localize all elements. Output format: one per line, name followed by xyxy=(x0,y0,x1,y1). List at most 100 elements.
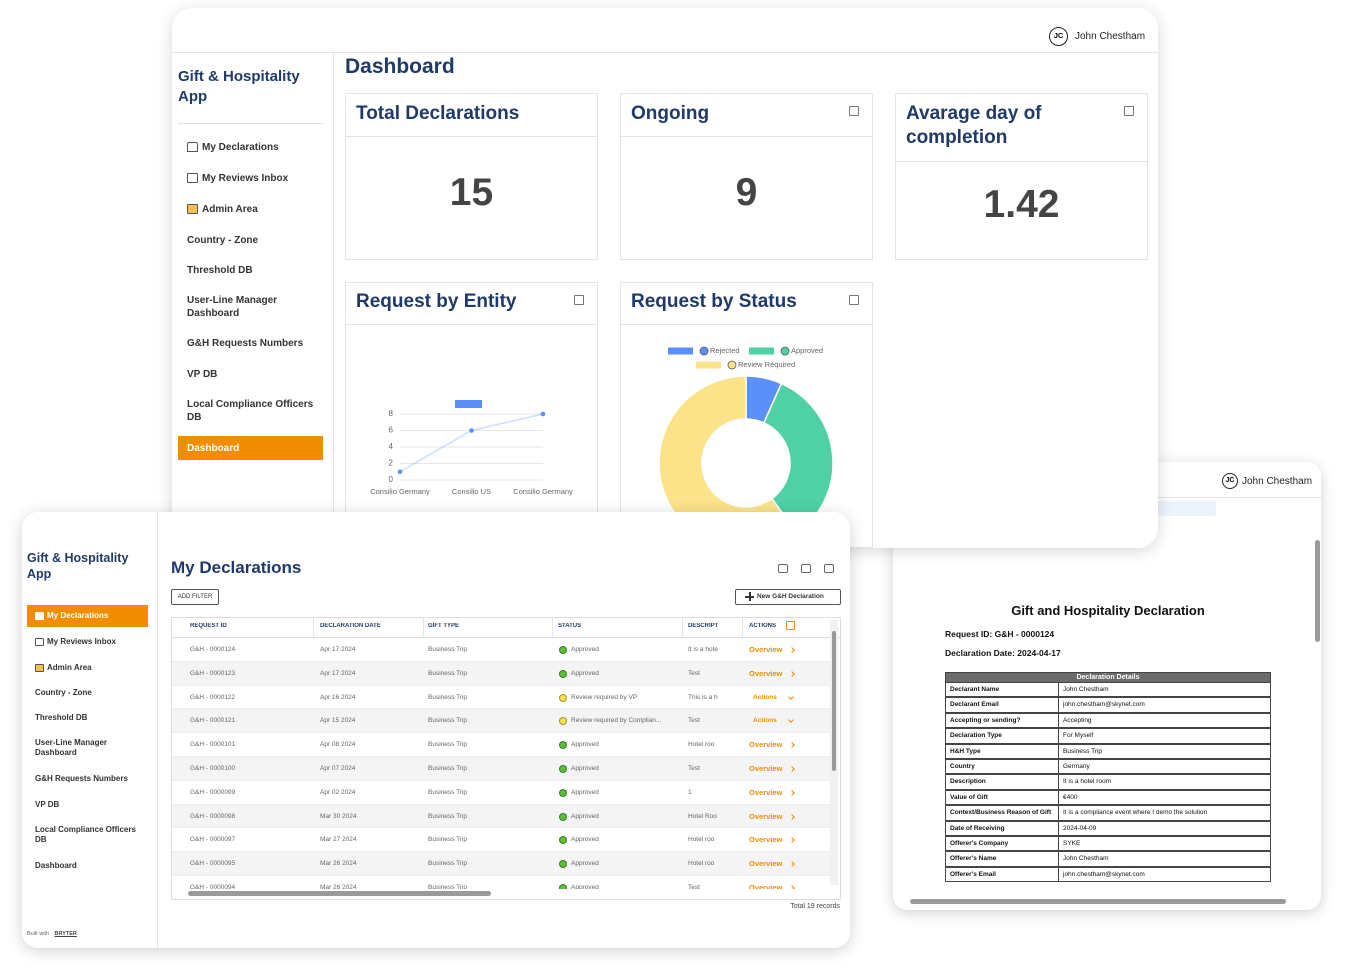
value-cell: John Chestham xyxy=(1058,682,1271,697)
table-row xyxy=(172,733,830,757)
divider xyxy=(178,123,323,124)
gift-type: Business Trip xyxy=(428,852,467,876)
declaration-date: Apr 17 2024 xyxy=(320,638,355,662)
description: 1 xyxy=(688,781,721,805)
description: Test xyxy=(688,662,721,686)
status: Approved xyxy=(571,638,599,662)
info-icon[interactable] xyxy=(849,106,859,116)
table-row xyxy=(172,805,830,829)
action-link[interactable]: Overview xyxy=(749,805,782,829)
page-title: Dashboard xyxy=(345,55,455,79)
action-link[interactable]: Overview xyxy=(749,876,782,889)
status: Review required by VP xyxy=(571,686,637,710)
menu-item[interactable]: My Reviews Inbox xyxy=(202,172,337,185)
label-cell: Offerer's Email xyxy=(945,867,1059,882)
toolbar-icon[interactable] xyxy=(778,564,788,573)
menu-icon xyxy=(35,612,44,620)
description: Hotel roo xyxy=(688,828,721,852)
menu-icon xyxy=(187,142,198,152)
action-link[interactable]: Overview xyxy=(749,662,782,686)
declaration-date: Apr 08 2024 xyxy=(320,733,355,757)
status: Approved xyxy=(571,733,599,757)
menu-item[interactable]: Country - Zone xyxy=(35,688,146,698)
menu-item[interactable]: Dashboard xyxy=(187,442,322,455)
point xyxy=(469,428,474,433)
menu-item[interactable]: Threshold DB xyxy=(35,713,146,723)
value-cell: Accepting xyxy=(1058,713,1271,728)
menu-item[interactable]: G&H Requests Numbers xyxy=(187,337,322,350)
action-link[interactable]: Actions xyxy=(753,686,777,710)
value-cell: John Chestham xyxy=(1058,851,1271,866)
table-body: G&H - 0000124Apr 17 2024Business TripApp… xyxy=(172,638,830,889)
value-cell: €400 xyxy=(1058,790,1271,805)
action-link[interactable]: Overview xyxy=(749,638,782,662)
info-icon[interactable] xyxy=(849,295,859,305)
menu-item[interactable]: Country - Zone xyxy=(187,234,322,247)
label-cell: Date of Receiving xyxy=(945,821,1059,836)
status: Approved xyxy=(571,757,599,781)
menu-item[interactable]: VP DB xyxy=(187,368,322,381)
user-avatar: JC xyxy=(1222,473,1238,489)
scrollbar xyxy=(910,899,1286,904)
menu-item[interactable]: Local Compliance Officers DB xyxy=(187,398,322,424)
menu-item[interactable]: VP DB xyxy=(35,800,146,810)
menu-item[interactable]: My Reviews Inbox xyxy=(47,637,158,647)
card-divider xyxy=(620,136,873,137)
menu-icon xyxy=(187,204,198,214)
action-link[interactable]: Overview xyxy=(749,781,782,805)
status: Approved xyxy=(571,876,599,889)
actions-icon xyxy=(786,621,795,630)
menu-item[interactable]: Local Compliance Officers DB xyxy=(35,825,146,846)
add-filter-button[interactable]: ADD FILTER xyxy=(171,589,219,605)
info-icon[interactable] xyxy=(1124,106,1134,116)
action-link[interactable]: Overview xyxy=(749,852,782,876)
menu-icon xyxy=(187,173,198,183)
action-link[interactable]: Overview xyxy=(749,733,782,757)
action-link[interactable]: Actions xyxy=(753,709,777,733)
column-divider xyxy=(313,617,314,638)
scrollbar xyxy=(1315,540,1320,642)
value-cell: Business Trip xyxy=(1058,744,1271,759)
scrollbar xyxy=(188,891,491,896)
menu-item[interactable]: Threshold DB xyxy=(187,264,322,277)
action-link[interactable]: Overview xyxy=(749,757,782,781)
column-header: STATUS xyxy=(558,623,658,629)
y-tick-label: 6 xyxy=(389,426,394,435)
y-tick-label: 4 xyxy=(389,442,394,451)
toolbar-icon[interactable] xyxy=(801,564,811,573)
menu-item[interactable]: User-Line Manager Dashboard xyxy=(35,738,146,759)
menu-item[interactable]: User-Line Manager Dashboard xyxy=(187,294,322,320)
menu-item[interactable]: My Declarations xyxy=(47,611,158,621)
table-row xyxy=(172,852,830,876)
description: It is a hote xyxy=(688,638,721,662)
value-cell: It is a compliance event where I demo th… xyxy=(1058,805,1271,820)
label-cell: Offerer's Name xyxy=(945,851,1059,866)
menu-item[interactable]: Admin Area xyxy=(202,203,337,216)
legend-swatch xyxy=(749,348,774,355)
stat-value: 1.42 xyxy=(895,183,1148,227)
legend-swatch xyxy=(668,348,693,355)
dropdown xyxy=(1150,501,1216,516)
label-cell: Context/Business Reason of Gift xyxy=(945,805,1059,820)
menu-item[interactable]: G&H Requests Numbers xyxy=(35,774,146,784)
table-row xyxy=(172,828,830,852)
info-icon[interactable] xyxy=(574,295,584,305)
menu-item[interactable]: My Declarations xyxy=(202,141,337,154)
menu-item[interactable]: Admin Area xyxy=(47,663,158,673)
page-title: My Declarations xyxy=(171,558,301,578)
legend-marker xyxy=(728,361,736,369)
toolbar-icon[interactable] xyxy=(824,564,834,573)
label-cell: H&H Type xyxy=(945,744,1059,759)
declaration-date: Mar 26 2024 xyxy=(320,852,357,876)
request-id: G&H - 0000094 xyxy=(190,876,235,889)
action-link[interactable]: Overview xyxy=(749,828,782,852)
request-id: G&H - 0000122 xyxy=(190,686,235,710)
x-tick-label: Consilio Germany xyxy=(370,487,430,496)
declaration-date: Apr 17 2024 xyxy=(320,662,355,686)
plus-icon xyxy=(749,592,751,601)
column-divider xyxy=(682,617,683,638)
menu-item[interactable]: Dashboard xyxy=(35,861,146,871)
scrollbar xyxy=(832,631,836,771)
user-name: John Chestham xyxy=(1242,476,1312,487)
declaration-date: Apr 02 2024 xyxy=(320,781,355,805)
